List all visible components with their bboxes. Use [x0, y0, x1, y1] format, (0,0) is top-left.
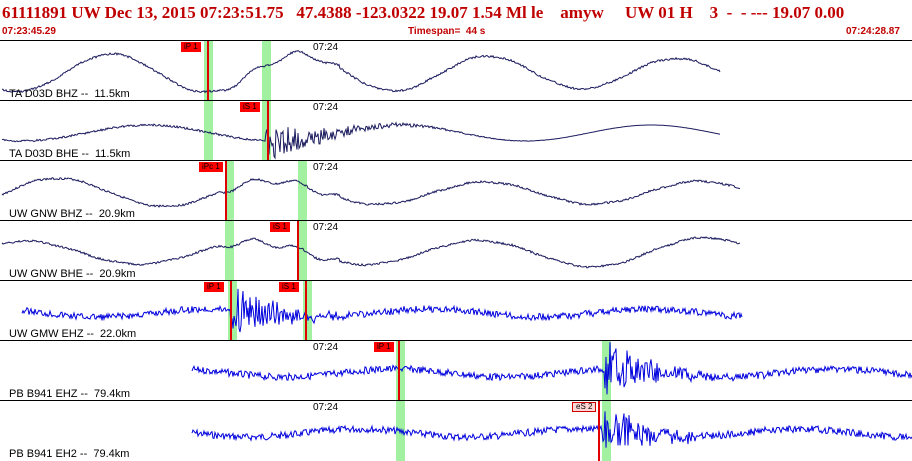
start-time-label: 07:23:45.29: [2, 26, 56, 37]
pick-flag[interactable]: eS 2: [572, 402, 597, 412]
seismogram-panel-4[interactable]: iS 1 07:24 UW GNW BHE -- 20.9km: [0, 220, 912, 281]
channel-label: TA D03D BHE -- 11.5km: [9, 148, 131, 160]
channel-label: UW GNW BHE -- 20.9km: [9, 268, 136, 280]
pick-flag[interactable]: iP 1: [374, 342, 394, 352]
waveform-trace: [2, 50, 721, 94]
pick-flag[interactable]: iS 1: [279, 282, 299, 292]
seismogram-panel-2[interactable]: iS 1 07:24 TA D03D BHE -- 11.5km: [0, 100, 912, 161]
time-tick-label: 07:24: [313, 402, 339, 413]
waveform-trace: [191, 342, 912, 395]
seismogram-panel-6[interactable]: iP 1 07:24 PB B941 EHZ -- 79.4km: [0, 340, 912, 401]
pick-marker[interactable]: [225, 161, 227, 221]
waveform-trace: [1, 177, 741, 208]
channel-label: PB B941 EHZ -- 79.4km: [9, 388, 131, 400]
pick-marker[interactable]: [230, 281, 232, 341]
pick-window: [225, 221, 234, 281]
pick-flag[interactable]: iP 1: [181, 42, 201, 52]
time-tick-label: 07:24: [313, 42, 339, 53]
channel-label: PB B941 EH2 -- 79.4km: [9, 448, 130, 460]
waveform-trace: [1, 236, 741, 269]
seismogram-panel-5[interactable]: iP 1 iS 1 UW GMW EHZ -- 22.0km: [0, 280, 912, 341]
seismogram-panel-1[interactable]: iP 1 07:24 TA D03D BHZ -- 11.5km: [0, 40, 912, 101]
pick-window: [228, 281, 237, 341]
time-tick-label: 07:24: [313, 102, 339, 113]
pick-window: [204, 101, 213, 161]
pick-flag[interactable]: iPc 1: [199, 162, 223, 172]
waveform-trace: [191, 411, 912, 448]
time-tick-label: 07:24: [313, 222, 339, 233]
channel-label: UW GNW BHZ -- 20.9km: [9, 208, 135, 220]
end-time-label: 07:24:28.87: [846, 26, 900, 37]
pick-marker[interactable]: [305, 281, 307, 341]
time-tick-label: 07:24: [313, 342, 339, 353]
waveform-trace: [21, 288, 743, 333]
pick-marker[interactable]: [267, 101, 269, 161]
pick-window: [298, 221, 307, 281]
pick-marker[interactable]: [598, 401, 600, 461]
pick-window: [396, 341, 405, 401]
timespan-label: Timespan= 44 s: [408, 26, 486, 37]
pick-marker[interactable]: [207, 41, 209, 101]
pick-marker[interactable]: [297, 221, 299, 281]
channel-label: TA D03D BHZ -- 11.5km: [9, 88, 130, 100]
pick-window: [262, 41, 271, 101]
event-summary-line: 61111891 UW Dec 13, 2015 07:23:51.75 47.…: [2, 3, 845, 22]
pick-window: [303, 281, 312, 341]
pick-window: [225, 161, 234, 221]
channel-label: UW GMW EHZ -- 22.0km: [9, 328, 137, 340]
event-header: 61111891 UW Dec 13, 2015 07:23:51.75 47.…: [0, 0, 912, 40]
time-tick-label: 07:24: [313, 162, 339, 173]
pick-flag[interactable]: iP 1: [204, 282, 224, 292]
pick-marker[interactable]: [398, 341, 400, 401]
waveform-trace: [1, 121, 721, 160]
seismogram-panel-7[interactable]: eS 2 07:24 PB B941 EH2 -- 79.4km: [0, 400, 912, 461]
pick-flag[interactable]: iS 1: [240, 102, 260, 112]
seismogram-panel-3[interactable]: iPc 1 07:24 UW GNW BHZ -- 20.9km: [0, 160, 912, 221]
pick-flag[interactable]: iS 1: [270, 222, 290, 232]
pick-window: [298, 161, 307, 221]
